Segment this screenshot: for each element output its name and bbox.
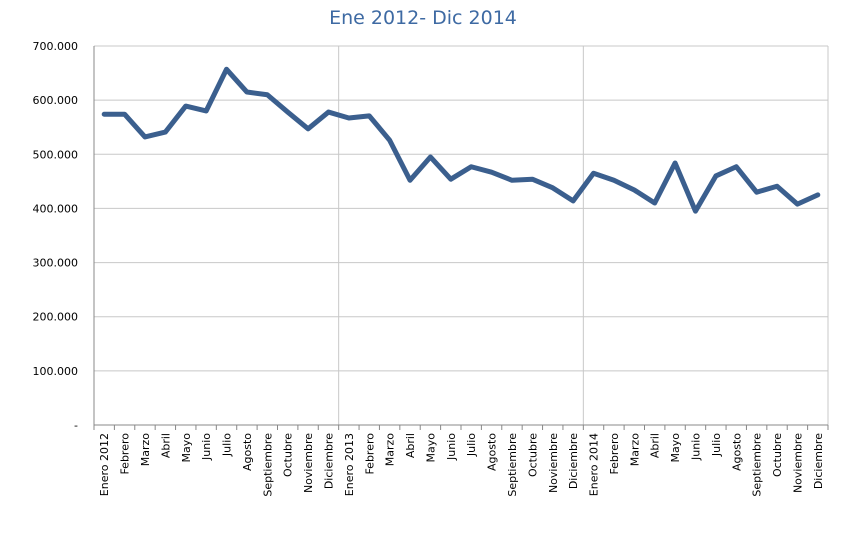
x-tick-label: Noviembre bbox=[791, 433, 804, 493]
x-tick-label: Enero 2013 bbox=[343, 433, 356, 496]
y-tick-label: 600.000 bbox=[33, 94, 79, 107]
y-tick-label: 400.000 bbox=[33, 202, 79, 215]
x-tick-label: Julio bbox=[465, 433, 478, 457]
x-tick-label: Diciembre bbox=[567, 433, 580, 489]
x-tick-label: Febrero bbox=[363, 433, 376, 475]
x-tick-label: Septiembre bbox=[506, 433, 519, 497]
line-series bbox=[101, 66, 821, 214]
x-tick-label: Mayo bbox=[180, 433, 193, 463]
x-tick-label: Junio bbox=[200, 433, 213, 461]
x-tick-label: Marzo bbox=[139, 433, 152, 467]
x-tick-label: Agosto bbox=[241, 433, 254, 471]
y-tick-label: - bbox=[74, 419, 78, 432]
x-tick-label: Octubre bbox=[526, 433, 539, 477]
chart-subtitle: Ene 2012- Dic 2014 bbox=[329, 7, 517, 29]
x-tick-label: Septiembre bbox=[261, 433, 274, 497]
x-tick-label: Junio bbox=[445, 433, 458, 461]
x-tick-label: Julio bbox=[221, 433, 234, 457]
x-tick-label: Marzo bbox=[628, 433, 641, 467]
x-tick-label: Abril bbox=[404, 433, 417, 458]
x-tick-label: Abril bbox=[649, 433, 662, 458]
x-tick-label: Febrero bbox=[119, 433, 132, 475]
x-tick-label: Abril bbox=[159, 433, 172, 458]
x-tick-label: Diciembre bbox=[322, 433, 335, 489]
x-tick-label: Diciembre bbox=[812, 433, 825, 489]
x-tick-label: Enero 2012 bbox=[98, 433, 111, 496]
y-tick-label: 200.000 bbox=[33, 311, 79, 324]
x-tick-label: Septiembre bbox=[751, 433, 764, 497]
y-tick-label: 100.000 bbox=[33, 365, 79, 378]
x-tick-label: Noviembre bbox=[302, 433, 315, 493]
x-tick-label: Agosto bbox=[730, 433, 743, 471]
x-tick-label: Agosto bbox=[486, 433, 499, 471]
x-tick-label: Octubre bbox=[771, 433, 784, 477]
x-tick-label: Junio bbox=[689, 433, 702, 461]
x-tick-label: Octubre bbox=[282, 433, 295, 477]
y-tick-label: 500.000 bbox=[33, 148, 79, 161]
x-tick-label: Mayo bbox=[669, 433, 682, 463]
x-tick-label: Febrero bbox=[608, 433, 621, 475]
x-tick-label: Marzo bbox=[384, 433, 397, 467]
y-tick-label: 300.000 bbox=[33, 257, 79, 270]
y-tick-label: 700.000 bbox=[33, 40, 79, 53]
x-tick-label: Julio bbox=[710, 433, 723, 457]
x-tick-label: Mayo bbox=[424, 433, 437, 463]
x-tick-label: Noviembre bbox=[547, 433, 560, 493]
x-tick-label: Enero 2014 bbox=[588, 433, 601, 496]
